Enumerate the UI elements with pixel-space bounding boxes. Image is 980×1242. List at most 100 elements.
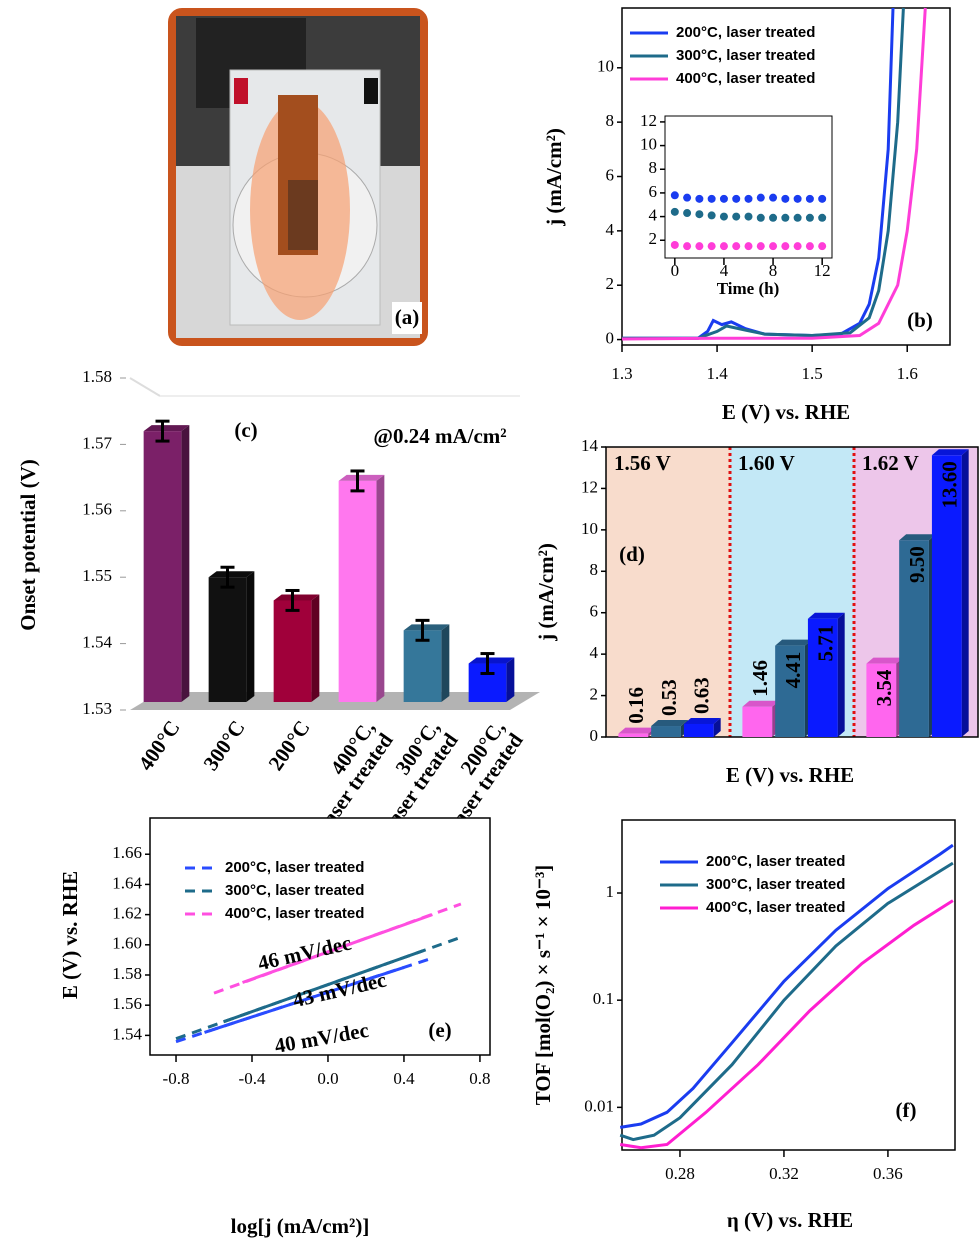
y-tick-label: 4 <box>590 643 599 662</box>
bar-top <box>931 449 969 456</box>
point <box>793 194 802 203</box>
y-tick-label: 1.66 <box>112 843 142 862</box>
label-box <box>392 302 422 334</box>
line <box>204 965 405 1034</box>
x-tick-label: 300°C <box>198 716 249 775</box>
point <box>744 194 753 203</box>
bar <box>618 733 649 737</box>
legend-label: 400°C, laser treated <box>706 899 845 916</box>
y-tick-label: 6 <box>649 182 658 201</box>
bar-top <box>742 700 780 707</box>
x-axis-label: log[j (mA/cm²)] <box>231 1214 370 1238</box>
y-axis-label: E (V) vs. RHE <box>58 871 82 999</box>
x-tick-label: 1.5 <box>802 364 823 383</box>
bar <box>208 577 247 702</box>
point <box>695 242 704 251</box>
y-tick-label: 10 <box>597 57 614 76</box>
point <box>818 242 827 251</box>
bar-top <box>683 717 721 724</box>
value-label: 0.63 <box>690 677 714 714</box>
value-label: 0.16 <box>624 687 648 724</box>
panel-label: (e) <box>428 1018 451 1042</box>
y-tick-label: 1 <box>606 882 615 901</box>
y-tick-label: 1.54 <box>82 633 112 652</box>
point <box>670 240 679 249</box>
panel-label: (a) <box>395 305 420 329</box>
x-tick-label: 0.28 <box>665 1164 695 1183</box>
legend-label: 300°C, laser treated <box>706 876 845 893</box>
bar-top <box>208 571 255 578</box>
category-label: 1.62 V <box>862 451 919 475</box>
x-tick-label: 0.8 <box>469 1069 490 1088</box>
bar-top <box>775 639 812 646</box>
y-tick-label: 8 <box>590 560 599 579</box>
bar-top <box>143 425 190 432</box>
line <box>619 843 954 1129</box>
point <box>695 210 704 219</box>
y-tick-label: 4 <box>606 220 615 239</box>
y-tick-label: 1.60 <box>112 934 142 953</box>
point <box>781 242 790 251</box>
point <box>732 212 741 221</box>
bar-side <box>837 612 845 737</box>
point <box>818 213 827 222</box>
x-tick-label: -0.8 <box>163 1069 190 1088</box>
bar-top <box>618 727 656 734</box>
point <box>756 193 765 202</box>
y-tick-label: 1.55 <box>82 566 112 585</box>
y-tick-label: 8 <box>606 111 615 130</box>
x-tick-label: 0.32 <box>769 1164 799 1183</box>
y-tick-label: 1.57 <box>82 433 112 452</box>
point <box>805 194 814 203</box>
photo-sample <box>288 180 318 250</box>
legend-label: 200°C, laser treated <box>225 859 364 876</box>
legend-label: 300°C, laser treated <box>225 882 364 899</box>
y-axis-label: Onset potential (V) <box>16 459 40 631</box>
plot-frame <box>149 817 491 1056</box>
x-tick-label: 0.4 <box>393 1069 415 1088</box>
bar <box>651 726 681 737</box>
panel-label: (c) <box>234 418 257 442</box>
legend-label: 400°C, laser treated <box>676 70 815 87</box>
value-label: 5.71 <box>814 625 838 662</box>
legend-label: 200°C, laser treated <box>676 24 815 41</box>
y-tick-label: 0.1 <box>593 989 614 1008</box>
y-tick-label: 0.01 <box>584 1096 614 1115</box>
x-tick-label: 1.6 <box>897 364 918 383</box>
backdrop-edge <box>129 377 161 397</box>
bar <box>899 540 929 737</box>
point <box>707 242 716 251</box>
x-tick-label: 200°C <box>263 716 314 775</box>
bar-side <box>181 425 190 702</box>
bar-top <box>651 720 688 727</box>
y-axis-label: TOF [mol(O₂) × s⁻¹ × 10⁻³] <box>531 865 555 1106</box>
x-tick-label: -0.4 <box>239 1069 266 1088</box>
y-tick-label: 1.62 <box>112 904 142 923</box>
region <box>606 447 730 737</box>
y-tick-label: 6 <box>606 165 615 184</box>
line <box>619 861 954 1142</box>
line <box>241 913 433 984</box>
legend-label: 200°C, laser treated <box>706 853 845 870</box>
plot-frame <box>664 115 833 259</box>
point <box>744 212 753 221</box>
point <box>781 194 790 203</box>
bar <box>775 645 805 737</box>
bar-side <box>713 717 721 737</box>
photo-terminal <box>234 78 248 104</box>
point <box>805 213 814 222</box>
bar <box>807 618 838 737</box>
bar-side <box>961 449 969 737</box>
y-tick-label: 2 <box>649 229 658 248</box>
point <box>719 212 728 221</box>
category-label: 1.60 V <box>738 451 795 475</box>
point <box>756 242 765 251</box>
annotation: @0.24 mA/cm² <box>373 424 506 448</box>
line <box>622 7 905 340</box>
bar-top <box>899 534 936 541</box>
plot-frame <box>621 819 956 1151</box>
point <box>793 213 802 222</box>
y-tick-label: 1.54 <box>112 1024 142 1043</box>
bar-top <box>338 474 385 481</box>
